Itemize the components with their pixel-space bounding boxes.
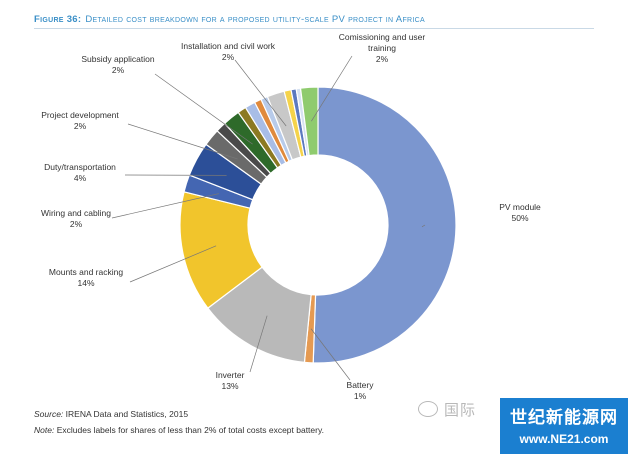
leader-inverter [249,315,268,373]
value-label-duty-transportation: 4% [74,173,87,183]
label-leader-lines [111,55,426,381]
label-pv-module: PV module [499,202,541,212]
figure-title: Figure 36: Detailed cost breakdown for a … [34,14,425,25]
donut-slices [179,86,457,364]
wechat-icon [418,401,438,417]
value-label-inverter: 13% [221,381,238,391]
leader-mounts-and-racking [129,245,217,283]
title-rule [34,28,594,29]
note-label: Note: [34,425,55,435]
figure-title-prefix: Figure 36: [34,14,82,25]
leader-wiring-and-cabling [111,193,219,219]
leader-project-development [127,123,238,160]
label-subsidy-application: Subsidy application [81,54,155,64]
label-commissioning-and-user-training-2: training [368,43,396,53]
label-installation-and-civil-work: Installation and civil work [181,41,276,51]
value-label-installation-and-civil-work: 2% [222,52,235,62]
label-commissioning-and-user-training-1: Comissioning and user [339,32,426,42]
slice-commissioning-and-user-training [299,86,319,157]
source-text: IRENA Data and Statistics, 2015 [65,409,189,419]
value-label-subsidy-application: 2% [112,65,125,75]
value-label-mounts-and-racking: 14% [77,278,94,288]
label-wiring-and-cabling: Wiring and cabling [41,208,111,218]
label-inverter: Inverter [216,370,245,380]
value-label-pv-module: 50% [511,213,528,223]
footnote: Note: Excludes labels for shares of less… [34,425,324,435]
leader-subsidy-application [154,73,253,145]
value-label-battery: 1% [354,391,367,401]
source-note: Source: IRENA Data and Statistics, 2015 [34,409,188,419]
source-label: Source: [34,409,64,419]
leader-battery [310,328,351,381]
note-text: Excludes labels for shares of less than … [56,425,324,435]
label-battery: Battery [347,380,375,390]
value-label-wiring-and-cabling: 2% [70,219,83,229]
ne21-watermark: 世纪新能源网 www.NE21.com [500,398,628,454]
value-label-project-development: 2% [74,121,87,131]
wechat-watermark: 国际 [418,399,476,420]
leader-commissioning-and-user-training [311,55,353,122]
wechat-watermark-text: 国际 [444,402,477,419]
label-duty-transportation: Duty/transportation [44,162,116,172]
ne21-watermark-url: www.NE21.com [519,432,609,446]
label-mounts-and-racking: Mounts and racking [49,267,123,277]
slice-pv-module [312,86,457,364]
leader-pv-module [421,224,426,228]
value-label-commissioning-and-user-training: 2% [376,54,389,64]
figure-title-text: Detailed cost breakdown for a proposed u… [85,14,425,25]
label-project-development: Project development [41,110,119,120]
leader-installation-and-civil-work [234,59,287,127]
ne21-watermark-name: 世纪新能源网 [510,408,618,427]
